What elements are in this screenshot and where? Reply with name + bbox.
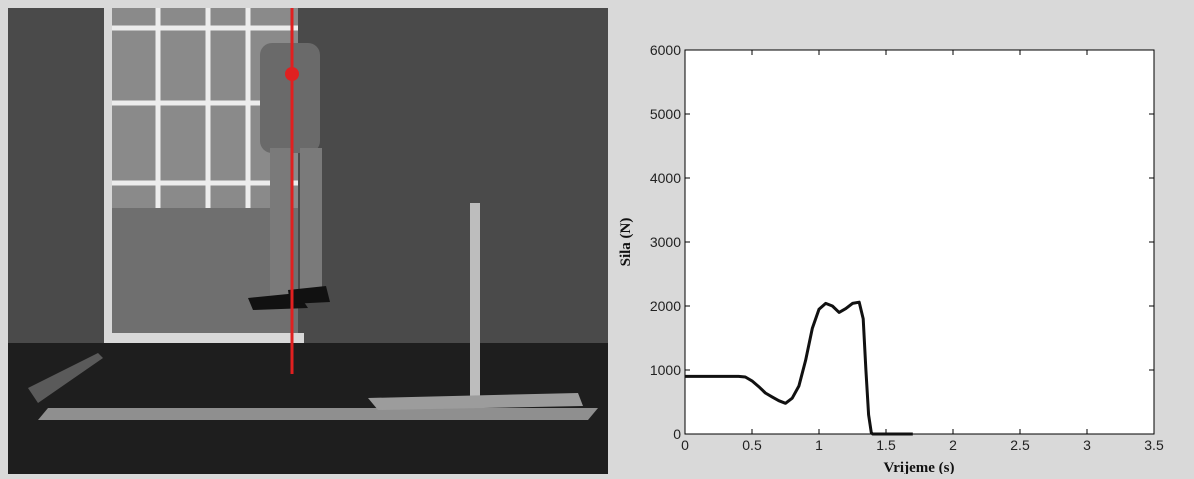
force-chart: 0 0.5 1 1.5 2 2.5 3 3.5 0 1000 2000 3000 4000 5000 60… [618,42,1164,476]
series-layer [685,300,913,436]
y-tick-label: 4000 [650,170,681,186]
force-plate-rail [38,408,598,420]
window-frame-left [104,8,112,343]
y-tick-label: 0 [673,426,681,442]
pole-base [368,393,583,410]
force-series-line [685,300,913,436]
center-of-mass-marker [285,67,299,81]
force-chart-panel: 0 0.5 1 1.5 2 2.5 3 3.5 0 1000 2000 3000 4000 5000 60… [612,8,1190,476]
x-axis-title: Vrijeme (s) [884,460,955,474]
jumper-torso [260,43,320,153]
x-tick-label: 0 [681,437,689,453]
pole [470,203,480,403]
y-axis-title: Sila (N) [618,218,634,267]
y-tick-label: 2000 [650,298,681,314]
jumper-shoe-right [288,286,330,304]
y-axis: 0 1000 2000 3000 4000 5000 6000 [650,42,1154,442]
x-tick-label: 1 [815,437,823,453]
x-tick-label: 2 [949,437,957,453]
plot-area [684,49,1155,435]
x-tick-label: 1.5 [876,437,896,453]
jumper-leg-right [300,148,322,293]
floor-edge [28,353,103,403]
x-axis: 0 0.5 1 1.5 2 2.5 3 3.5 [681,50,1164,453]
window-sill [104,333,304,343]
y-tick-label: 1000 [650,362,681,378]
x-tick-label: 3.5 [1144,437,1164,453]
jump-photo-drawing [8,8,608,474]
y-tick-label: 6000 [650,42,681,58]
window-lower [108,208,298,338]
y-tick-label: 5000 [650,106,681,122]
x-tick-label: 0.5 [742,437,762,453]
x-tick-label: 3 [1083,437,1091,453]
window-frame [108,8,298,208]
x-tick-label: 2.5 [1010,437,1030,453]
jump-photo [8,8,608,474]
y-tick-label: 3000 [650,234,681,250]
jumper-leg-left [270,148,292,298]
